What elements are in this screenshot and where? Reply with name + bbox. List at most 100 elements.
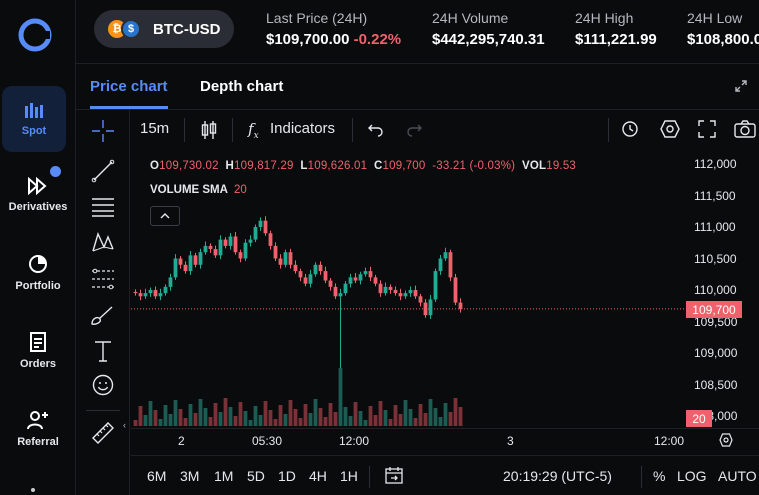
candle-body (278, 258, 283, 265)
volume-bar (368, 406, 373, 426)
volume-bar (158, 419, 163, 426)
range-divider (641, 466, 642, 488)
candle-body (288, 252, 293, 265)
volume-bar (413, 418, 418, 426)
interval-selector[interactable]: 15m (140, 120, 170, 137)
volume-bar (198, 399, 203, 426)
tab-price-chart[interactable]: Price chart (90, 78, 168, 95)
candle-body (138, 293, 143, 297)
expand-icon[interactable] (735, 80, 747, 92)
nav-item-referral[interactable]: Referral (0, 396, 76, 462)
ruler-icon (92, 422, 114, 444)
calendar-range-icon[interactable] (385, 466, 403, 484)
range-4h[interactable]: 4H (309, 468, 327, 484)
candle-body (403, 293, 408, 297)
fullscreen-icon[interactable] (698, 120, 716, 138)
range-1d[interactable]: 1D (278, 468, 296, 484)
volume-bar (213, 403, 218, 426)
emoji-tool[interactable] (88, 370, 118, 400)
chart-tabs: Price chart Depth chart (76, 64, 759, 110)
range-5d[interactable]: 5D (247, 468, 265, 484)
candle-body (173, 258, 178, 278)
open-label: O (150, 160, 160, 172)
nav-item-derivatives[interactable]: Derivatives (0, 162, 76, 228)
nav-item-spot[interactable]: Spot (2, 86, 66, 152)
brush-tool[interactable] (88, 300, 118, 330)
volume-bar (403, 400, 408, 426)
candle-body (268, 233, 273, 246)
settings-icon[interactable] (660, 119, 680, 139)
trend-line-tool[interactable] (88, 156, 118, 186)
indicators-button[interactable]: Indicators (270, 120, 336, 137)
volume-bar (228, 407, 233, 426)
y-tick: 109,500 (694, 314, 738, 329)
tab-depth-chart[interactable]: Depth chart (200, 78, 284, 95)
coinbase-logo-icon[interactable] (18, 18, 52, 52)
volume-bar (298, 418, 303, 426)
range-1m[interactable]: 1M (214, 468, 234, 484)
axis-settings-icon[interactable] (719, 433, 733, 447)
range-1h[interactable]: 1H (340, 468, 358, 484)
notification-dot (50, 166, 61, 177)
candles-icon[interactable] (201, 120, 217, 140)
nav-label: Referral (17, 436, 59, 448)
crosshair-icon (92, 120, 114, 142)
volume-bar (258, 415, 263, 426)
price-chart[interactable] (131, 150, 759, 440)
collapse-legend-button[interactable] (150, 206, 180, 226)
collapse-toolbar-icon[interactable]: ‹ (123, 420, 126, 430)
volume-bar (268, 410, 273, 426)
log-scale-toggle[interactable]: LOG (677, 468, 707, 484)
candle-body (313, 264, 318, 275)
crosshair-tool[interactable] (88, 116, 118, 146)
left-nav: Spot Derivatives Portfolio Orders (0, 0, 76, 495)
pair-selector[interactable]: ₿ $ BTC-USD (94, 10, 234, 48)
close-label: C (373, 160, 383, 172)
fx-icon[interactable]: fx (248, 120, 259, 141)
last-price-value: $109,700.00 (266, 31, 350, 48)
pattern-icon (92, 232, 114, 252)
candle-body (308, 274, 313, 284)
toolbar-divider (608, 118, 609, 142)
y-tick: 112,000 (694, 157, 737, 171)
range-6m[interactable]: 6M (147, 468, 167, 484)
nav-item-orders[interactable]: Orders (0, 318, 76, 384)
volume-bar (448, 412, 453, 426)
volume-bar (218, 412, 223, 426)
range-3m[interactable]: 3M (180, 468, 200, 484)
pattern-tool[interactable] (88, 227, 118, 257)
volume-bar (313, 399, 318, 426)
projection-tool[interactable] (88, 264, 118, 294)
volume-bar (328, 403, 333, 426)
clock-display[interactable]: 20:19:29 (UTC-5) (503, 468, 612, 484)
y-tick: 110,500 (694, 251, 737, 266)
redo-icon[interactable] (406, 123, 422, 137)
more-indicator (31, 488, 35, 492)
ruler-tool[interactable] (88, 418, 118, 448)
candle-body (458, 302, 463, 309)
candle-body (198, 252, 203, 265)
volume-bar (388, 419, 393, 426)
last-price-change: -0.22% (353, 31, 402, 48)
candle-body (223, 239, 228, 246)
volume-bar (443, 403, 448, 426)
camera-icon[interactable] (734, 120, 756, 138)
volume-bar (393, 405, 398, 426)
low-label: L (300, 160, 308, 172)
volume-bar (188, 404, 193, 426)
fast-forward-icon (28, 177, 47, 195)
candle-body (133, 291, 138, 294)
candle-body (388, 286, 393, 290)
candle-body (263, 220, 268, 234)
auto-scale-toggle[interactable]: AUTO (718, 468, 757, 484)
alert-icon[interactable] (621, 119, 641, 139)
percent-scale-toggle[interactable]: % (653, 468, 666, 484)
chevron-up-icon (160, 213, 170, 219)
fib-tool[interactable] (88, 192, 118, 222)
nav-item-portfolio[interactable]: Portfolio (0, 240, 76, 306)
undo-icon[interactable] (368, 123, 384, 137)
text-tool[interactable] (88, 336, 118, 366)
volume-value: 19.53 (546, 160, 577, 172)
volume-bar (193, 413, 198, 426)
volume-bar (153, 410, 158, 426)
